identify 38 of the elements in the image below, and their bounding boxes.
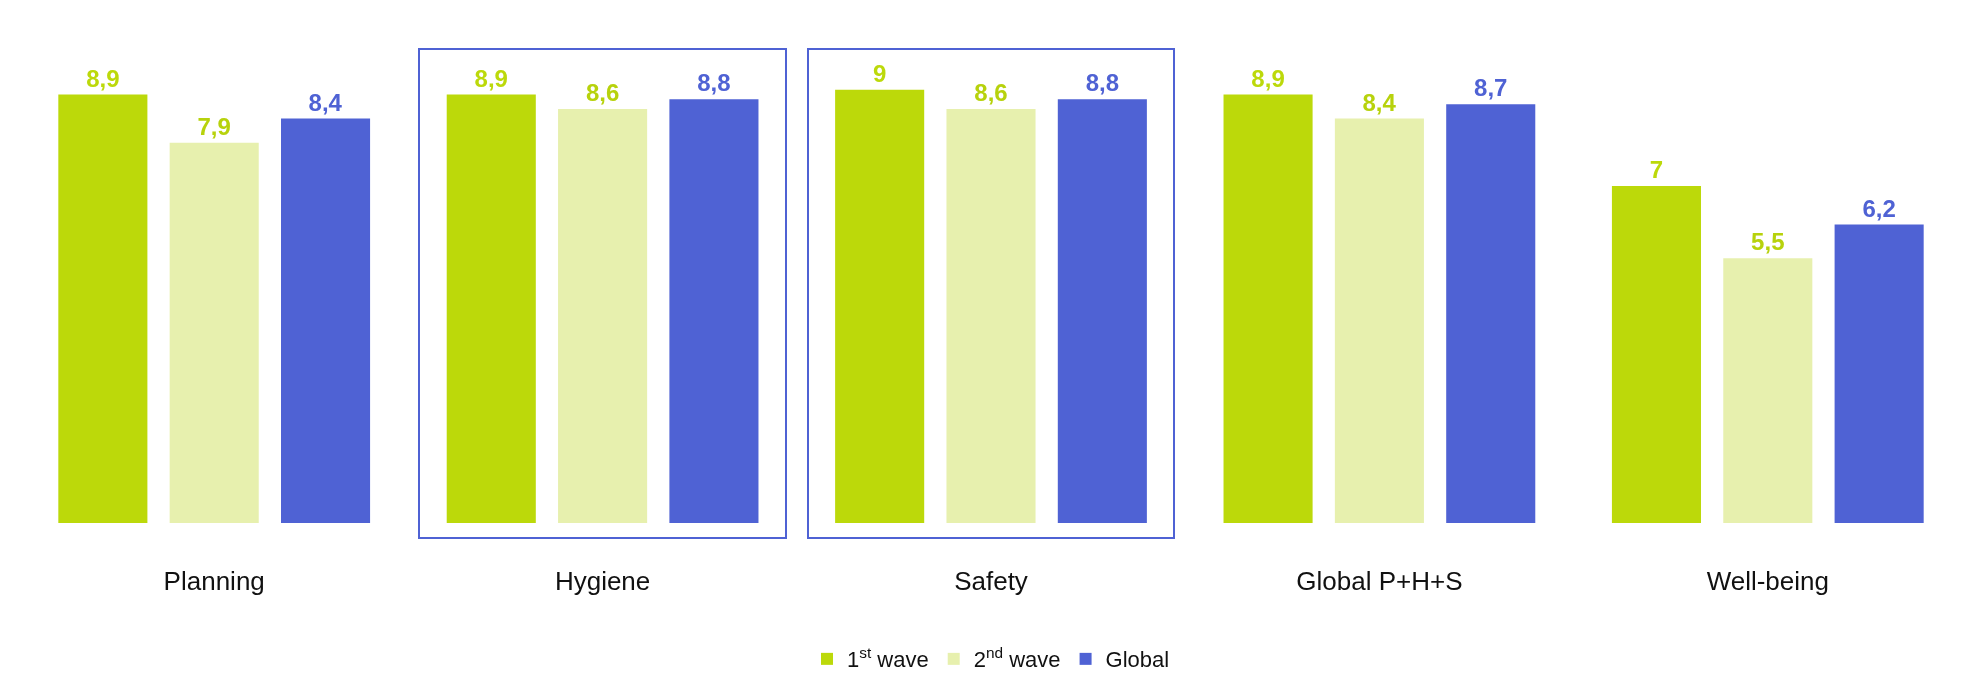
data-label: 9 xyxy=(872,59,887,87)
bar xyxy=(446,94,536,523)
legend-label: Global xyxy=(1105,647,1170,673)
bar xyxy=(1723,258,1813,523)
bar xyxy=(669,99,759,523)
bar xyxy=(58,94,148,523)
bar xyxy=(1446,104,1536,523)
data-label: 6,2 xyxy=(1862,194,1896,222)
x-tick-label: Planning xyxy=(163,566,265,596)
data-label: 8,7 xyxy=(1474,74,1508,102)
bar xyxy=(1223,94,1313,523)
bar xyxy=(1611,185,1701,523)
bar xyxy=(835,89,925,523)
data-label: 8,8 xyxy=(697,69,731,97)
legend-label: 1$^{st}$ wave xyxy=(847,644,929,673)
data-label: 5,5 xyxy=(1751,228,1785,256)
data-label: 8,9 xyxy=(86,64,120,92)
bar xyxy=(1834,224,1924,523)
bar xyxy=(1334,118,1424,523)
bar xyxy=(281,118,371,523)
bar xyxy=(1057,99,1147,523)
data-label: 8,4 xyxy=(1362,88,1397,116)
data-label: 8,9 xyxy=(474,64,508,92)
data-label: 8,6 xyxy=(585,78,620,106)
data-label: 8,6 xyxy=(974,78,1008,106)
data-label: 8,9 xyxy=(1251,64,1285,92)
x-tick-label: Well-being xyxy=(1706,566,1829,596)
data-label: 7,9 xyxy=(197,112,231,140)
bar xyxy=(946,108,1036,523)
bar xyxy=(558,108,648,523)
x-tick-label: Global P+H+S xyxy=(1296,566,1463,596)
bar xyxy=(169,142,259,523)
x-tick-label: Hygiene xyxy=(554,566,651,596)
data-label: 8,4 xyxy=(308,88,343,116)
data-label: 7 xyxy=(1649,155,1664,183)
data-label: 8,8 xyxy=(1085,69,1120,97)
legend-label: 2$^{nd}$ wave xyxy=(973,644,1061,673)
x-tick-label: Safety xyxy=(954,566,1028,596)
